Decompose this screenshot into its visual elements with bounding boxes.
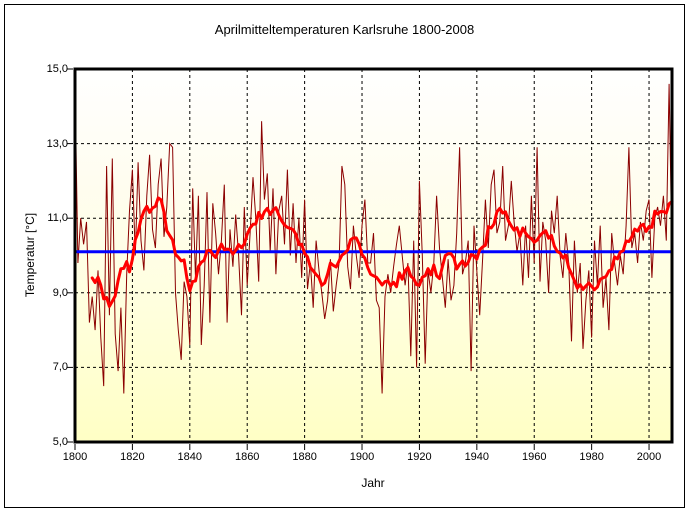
- x-tick-label: 1860: [234, 451, 260, 463]
- x-axis-title: Jahr: [361, 476, 385, 490]
- x-tick-label: 1800: [62, 451, 88, 463]
- y-tick-label: 13,0: [46, 137, 68, 150]
- smoothed-series-line: [90, 196, 674, 308]
- y-tick-label: 11,0: [47, 212, 68, 225]
- x-tick-label: 2000: [636, 451, 662, 463]
- plot-area: [67, 67, 674, 450]
- x-tick-label: 1960: [521, 451, 547, 463]
- x-tick-label: 1920: [407, 451, 432, 463]
- plot-border: [73, 67, 674, 444]
- y-tick-label: 5,0: [52, 436, 68, 448]
- x-tick-label: 1940: [464, 451, 490, 463]
- y-tick-label: 15,0: [46, 63, 68, 75]
- x-tick-label: 1880: [292, 451, 317, 463]
- x-tick-label: 1840: [177, 451, 203, 463]
- x-tick-label: 1980: [579, 451, 604, 463]
- chart-title: Aprilmitteltemperaturen Karlsruhe 1800-2…: [214, 22, 475, 37]
- x-tick-label: 1900: [349, 451, 375, 463]
- y-tick-label: 7,0: [52, 361, 68, 374]
- x-tick-label: 1820: [120, 451, 145, 463]
- y-axis-title: Temperatur [°C]: [23, 212, 37, 298]
- plot-background: [75, 69, 672, 442]
- outer-border: [4, 4, 685, 508]
- y-tick-label: 9,0: [52, 286, 68, 299]
